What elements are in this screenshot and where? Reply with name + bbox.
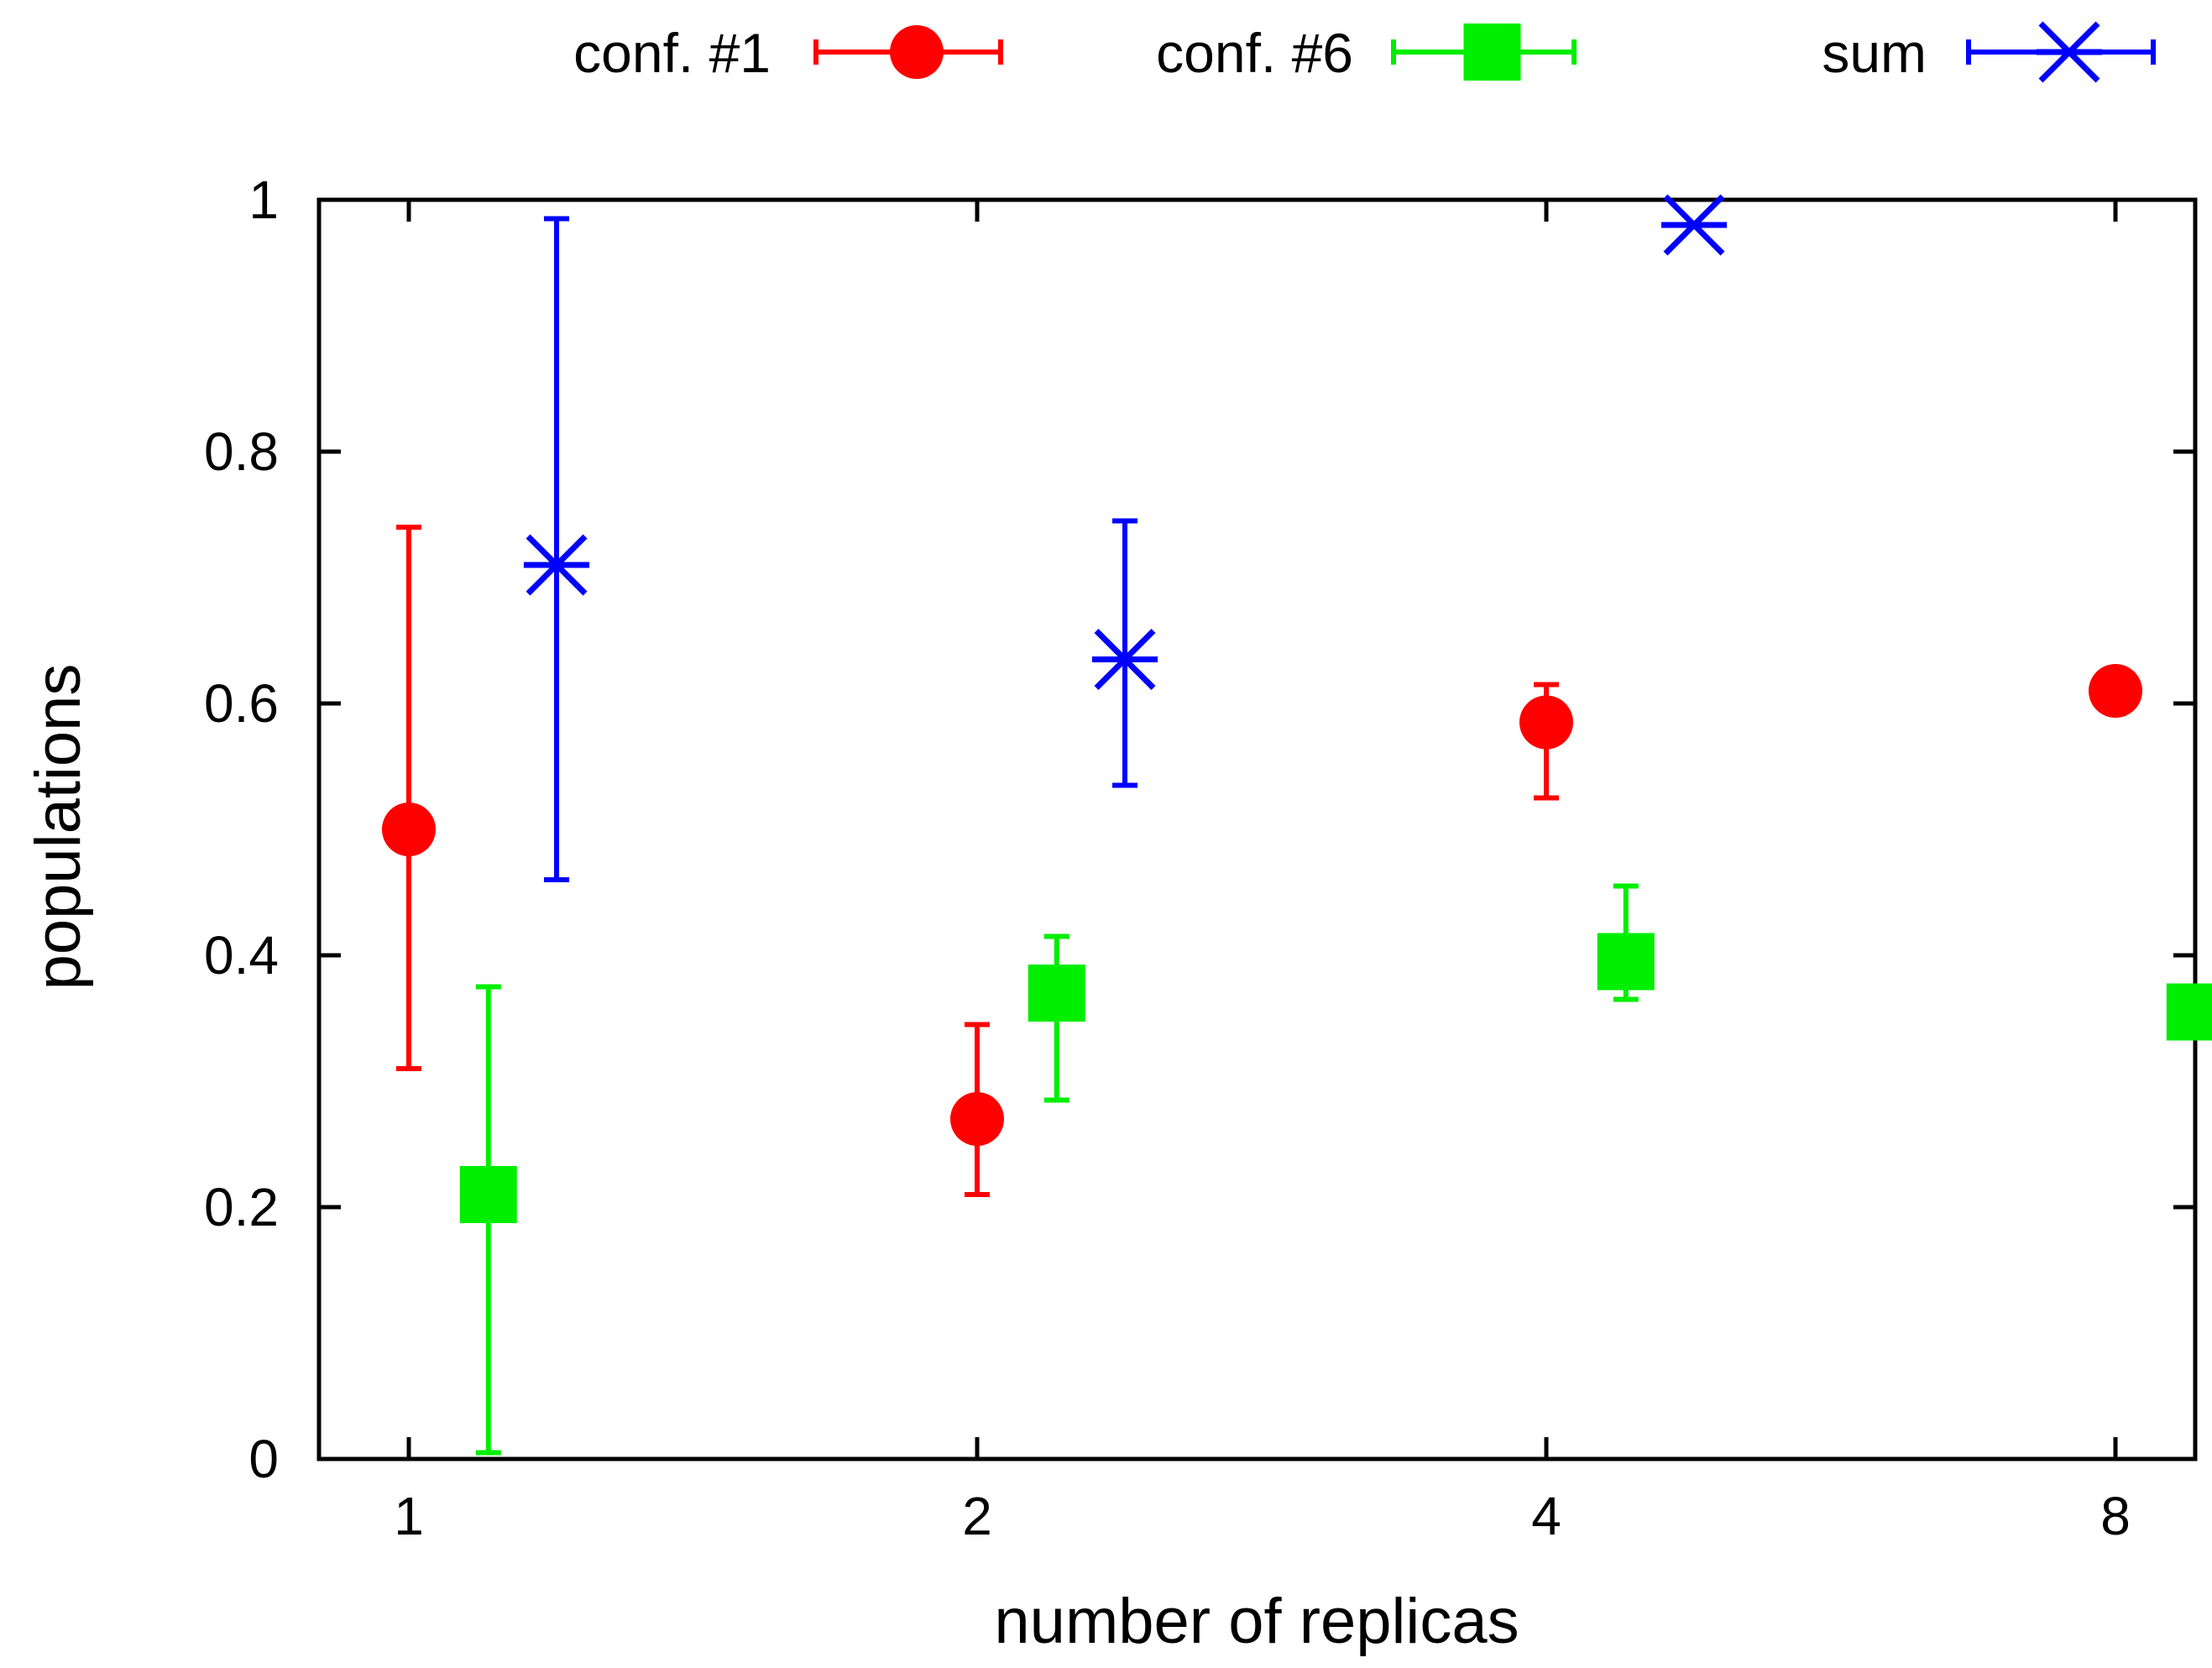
y-tick-label: 0.6 (204, 673, 279, 734)
error-bar (544, 216, 570, 882)
x-axis: 1 2 4 8 (394, 200, 2131, 1546)
series-layer (382, 194, 2212, 1456)
y-axis: 0 0.2 0.4 0.6 0.8 1 (204, 170, 2195, 1489)
data-point (1660, 194, 1728, 256)
legend-marker (1463, 24, 1521, 81)
series-conf-6 (459, 883, 2212, 1456)
y-tick-label: 0 (248, 1429, 279, 1489)
data-point (1519, 695, 1573, 750)
legend: conf. #1 conf. #6 sum (573, 21, 2156, 84)
data-point (459, 1166, 517, 1223)
legend-item-sum: sum (1822, 21, 2156, 84)
data-point (1028, 965, 1085, 1022)
series-sum (523, 194, 1728, 882)
x-tick-label: 2 (962, 1486, 992, 1546)
error-bar (1112, 518, 1138, 788)
y-tick-label: 0.4 (204, 925, 279, 986)
y-tick-label: 1 (248, 170, 279, 230)
legend-marker (2036, 21, 2103, 83)
legend-label: conf. #6 (1156, 22, 1353, 84)
data-point (2089, 664, 2142, 718)
y-axis-label: populations (23, 664, 94, 991)
y-tick-label: 0.2 (204, 1177, 279, 1237)
legend-marker (890, 25, 944, 79)
plot-frame (316, 197, 2198, 1461)
error-bar (396, 525, 421, 1071)
data-point (382, 803, 436, 856)
legend-item-conf-1: conf. #1 (573, 22, 1003, 84)
legend-item-conf-6: conf. #6 (1156, 22, 1577, 84)
data-point (523, 534, 590, 596)
data-point (1091, 629, 1158, 690)
y-tick-label: 0.8 (204, 421, 279, 482)
series-conf-1 (382, 525, 2142, 1197)
x-tick-label: 4 (1531, 1486, 1561, 1546)
data-point (950, 1092, 1004, 1146)
x-tick-label: 1 (394, 1486, 424, 1546)
plot-area: 0 0.2 0.4 0.6 0.8 1 1 2 4 8 (204, 170, 2212, 1546)
x-tick-label: 8 (2100, 1486, 2131, 1546)
data-point (2166, 983, 2212, 1041)
legend-label: sum (1822, 22, 1927, 84)
legend-label: conf. #1 (573, 22, 771, 84)
data-point (1597, 933, 1655, 991)
x-axis-label: number of replicas (994, 1586, 1519, 1657)
